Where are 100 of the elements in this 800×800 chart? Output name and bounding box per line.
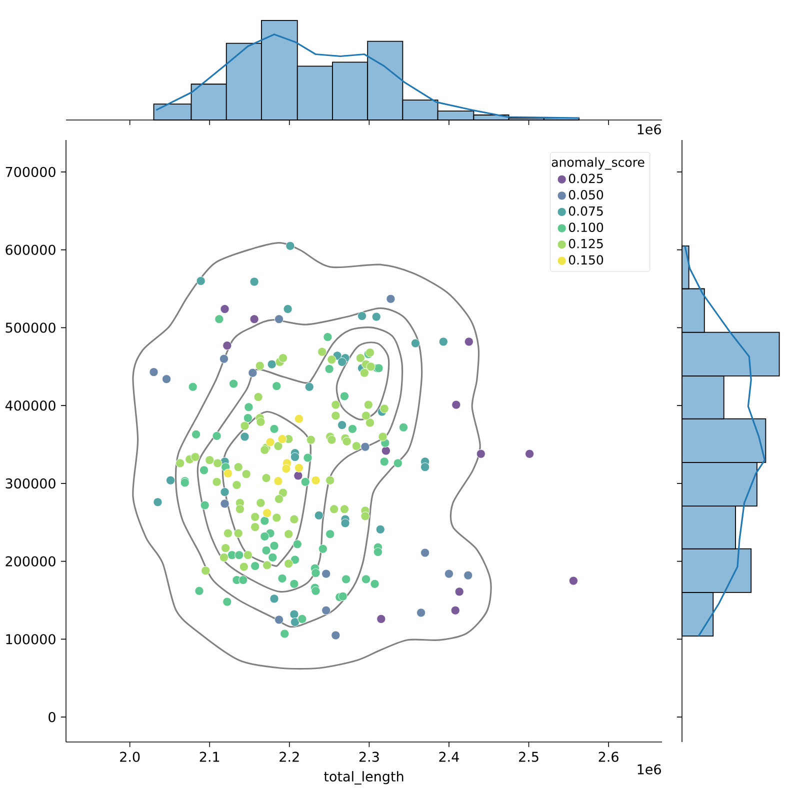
y-tick-label: 400000 <box>5 400 56 411</box>
point <box>373 547 383 557</box>
x-tick-label: 2.1 <box>200 752 220 762</box>
legend-label: 0.100 <box>568 222 604 232</box>
point <box>464 570 473 580</box>
point <box>199 466 209 475</box>
point <box>361 574 371 584</box>
point <box>200 500 210 510</box>
point <box>525 449 534 458</box>
point <box>304 382 314 392</box>
point <box>410 338 420 348</box>
legend-label: 0.025 <box>568 174 603 184</box>
point <box>420 548 430 558</box>
point <box>194 586 204 596</box>
point <box>220 487 230 497</box>
point <box>357 311 367 321</box>
point <box>338 420 347 430</box>
y-tick-label: 700000 <box>6 166 56 178</box>
point <box>370 579 380 588</box>
point <box>393 458 402 468</box>
point <box>348 424 357 434</box>
point <box>298 614 307 624</box>
point <box>340 518 350 528</box>
legend-label: 0.075 <box>568 206 603 216</box>
point <box>219 354 229 364</box>
legend-label: 0.125 <box>568 238 603 248</box>
point <box>568 576 578 586</box>
point <box>260 516 270 526</box>
text: 1e6 <box>638 764 661 774</box>
y-tick-label: 200000 <box>6 556 56 566</box>
point <box>274 314 284 324</box>
point <box>476 449 486 458</box>
point <box>234 550 244 560</box>
point <box>166 476 176 485</box>
x-tick-label: 2.6 <box>598 752 618 762</box>
point <box>280 629 290 638</box>
point <box>270 424 279 434</box>
point <box>372 312 381 322</box>
point <box>444 569 454 578</box>
point <box>290 618 300 627</box>
legend-label: 0.150 <box>568 255 604 265</box>
point <box>192 430 201 439</box>
point <box>294 471 303 480</box>
point <box>229 379 238 388</box>
point <box>272 382 282 391</box>
point <box>380 457 389 466</box>
point <box>270 541 279 550</box>
point <box>322 606 331 615</box>
point <box>326 530 335 539</box>
point <box>338 357 347 366</box>
point <box>318 544 328 554</box>
point <box>454 587 464 596</box>
point <box>360 442 370 452</box>
point <box>250 314 259 324</box>
point <box>311 568 320 578</box>
point <box>196 276 206 286</box>
point <box>267 360 276 369</box>
point <box>323 332 332 342</box>
x-tick-label: 2.3 <box>359 752 379 762</box>
point <box>314 510 324 520</box>
point <box>324 364 334 374</box>
point <box>222 341 232 350</box>
point <box>303 453 312 462</box>
point <box>262 546 271 555</box>
point <box>290 452 300 462</box>
point <box>376 614 386 624</box>
point <box>376 524 385 534</box>
point <box>250 277 259 286</box>
point <box>212 431 222 440</box>
point <box>248 368 258 378</box>
point <box>244 402 254 412</box>
legend-label: 0.050 <box>568 190 604 200</box>
point <box>311 586 320 596</box>
point <box>238 575 248 585</box>
point <box>260 532 270 541</box>
point <box>220 304 230 314</box>
point <box>398 422 408 432</box>
point <box>290 579 299 588</box>
point <box>450 606 460 615</box>
point <box>452 400 461 410</box>
x-tick-label: 2.0 <box>120 752 140 762</box>
x-tick-label: 2.5 <box>519 752 538 762</box>
point <box>270 594 279 604</box>
point <box>381 446 390 456</box>
point <box>322 569 331 578</box>
point <box>438 337 448 346</box>
y-tick-label: 300000 <box>6 478 56 489</box>
point <box>464 337 474 346</box>
point <box>340 392 350 401</box>
point <box>268 552 278 562</box>
point <box>250 561 260 571</box>
x-tick-label: 2.2 <box>280 752 299 762</box>
point <box>153 498 162 507</box>
point <box>274 476 283 486</box>
y-tick-label: 0 <box>48 712 56 722</box>
point <box>286 241 295 250</box>
point <box>262 508 272 518</box>
point <box>240 432 250 442</box>
point <box>294 414 304 424</box>
x-axis-title: total_length <box>324 771 404 785</box>
